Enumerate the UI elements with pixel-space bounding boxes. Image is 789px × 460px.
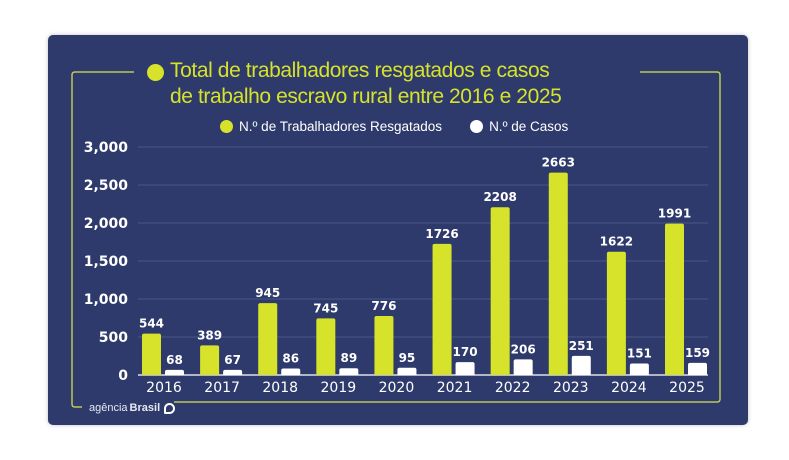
data-label: 86	[282, 351, 299, 365]
legend: N.º de Trabalhadores Resgatados N.º de C…	[220, 119, 588, 134]
x-tick-label: 2016	[146, 380, 182, 396]
bar-resgatados	[258, 303, 278, 375]
bars	[142, 172, 707, 375]
x-tick-label: 2018	[262, 380, 298, 396]
frame-left	[71, 71, 134, 408]
title-line-2: de trabalho escravo rural entre 2016 e 2…	[170, 85, 562, 108]
bar-casos	[223, 369, 243, 375]
bar-casos	[339, 368, 359, 375]
data-label: 1991	[658, 207, 691, 221]
data-label: 1726	[425, 227, 458, 241]
bar-resgatados	[606, 251, 626, 375]
bar-resgatados	[548, 172, 568, 375]
x-tick-label: 2021	[437, 380, 473, 396]
y-tick-label: 500	[99, 330, 128, 346]
data-label: 2208	[483, 190, 516, 204]
bar-resgatados	[432, 243, 452, 375]
x-tick-label: 2019	[321, 380, 357, 396]
legend-label: N.º de Trabalhadores Resgatados	[239, 119, 443, 134]
legend-item-resgatados: N.º de Trabalhadores Resgatados	[220, 119, 442, 134]
logo-bold: Brasil	[129, 402, 161, 414]
legend-swatch-yellow-icon	[220, 120, 233, 133]
data-label: 95	[399, 351, 416, 365]
data-label: 159	[685, 346, 710, 360]
x-tick-label: 2022	[495, 380, 531, 396]
bar-casos	[571, 355, 591, 375]
title-bullet-icon	[147, 64, 164, 81]
x-tick-label: 2023	[553, 380, 589, 396]
data-label: 251	[569, 339, 594, 353]
bar-resgatados	[490, 207, 510, 375]
data-label: 1622	[600, 235, 633, 249]
bar-casos	[397, 367, 417, 375]
chart-title: Total de trabalhadores resgatados e caso…	[170, 58, 630, 110]
y-tick-label: 3,000	[84, 140, 129, 156]
y-tick-label: 1,000	[84, 292, 129, 308]
bar-casos	[688, 362, 707, 375]
y-tick-label: 1,500	[84, 254, 129, 270]
bar-resgatados	[374, 316, 394, 375]
x-axis-ticks: 2016 2017 2018 2019 2020 2021 2022 2023 2024 2025	[146, 380, 705, 396]
legend-label: N.º de Casos	[489, 119, 569, 134]
data-label: 389	[197, 328, 222, 342]
y-tick-label: 2,500	[84, 178, 129, 194]
data-label: 89	[340, 351, 357, 365]
x-tick-label: 2025	[669, 380, 705, 396]
data-label: 945	[255, 286, 280, 300]
title-line-1: Total de trabalhadores resgatados e caso…	[170, 59, 550, 82]
bar-resgatados	[665, 223, 684, 375]
frame-right	[174, 71, 721, 403]
data-label: 544	[139, 317, 164, 331]
data-label: 151	[627, 347, 652, 361]
data-label: 776	[371, 299, 396, 313]
bar-resgatados	[142, 333, 161, 375]
bar-casos	[629, 363, 649, 375]
bar-casos	[513, 359, 533, 375]
x-tick-label: 2020	[379, 380, 415, 396]
speech-bubble-icon	[164, 402, 176, 414]
agencia-brasil-logo: agência Brasil	[89, 402, 176, 414]
y-tick-label: 2,000	[84, 216, 129, 232]
legend-swatch-white-icon	[470, 120, 484, 133]
data-label: 745	[313, 301, 338, 315]
chart-panel	[48, 35, 748, 425]
x-tick-label: 2024	[611, 380, 647, 396]
bar-casos	[281, 368, 301, 375]
bar-casos	[455, 362, 475, 375]
bar-resgatados	[316, 318, 336, 375]
y-axis-ticks: 0 500 1,000 1,500 2,000 2,500 3,000	[84, 140, 129, 384]
data-label: 206	[511, 342, 536, 356]
legend-item-casos: N.º de Casos	[470, 119, 568, 134]
data-label: 68	[166, 353, 183, 367]
bar-resgatados	[200, 345, 220, 375]
data-label: 67	[224, 353, 241, 367]
data-label: 2663	[542, 156, 575, 170]
y-tick-label: 0	[118, 368, 128, 384]
logo-prefix: agência	[89, 402, 128, 414]
chart-frame	[71, 71, 721, 408]
x-tick-label: 2017	[204, 380, 240, 396]
bar-casos	[165, 369, 184, 375]
data-label: 170	[453, 345, 478, 359]
